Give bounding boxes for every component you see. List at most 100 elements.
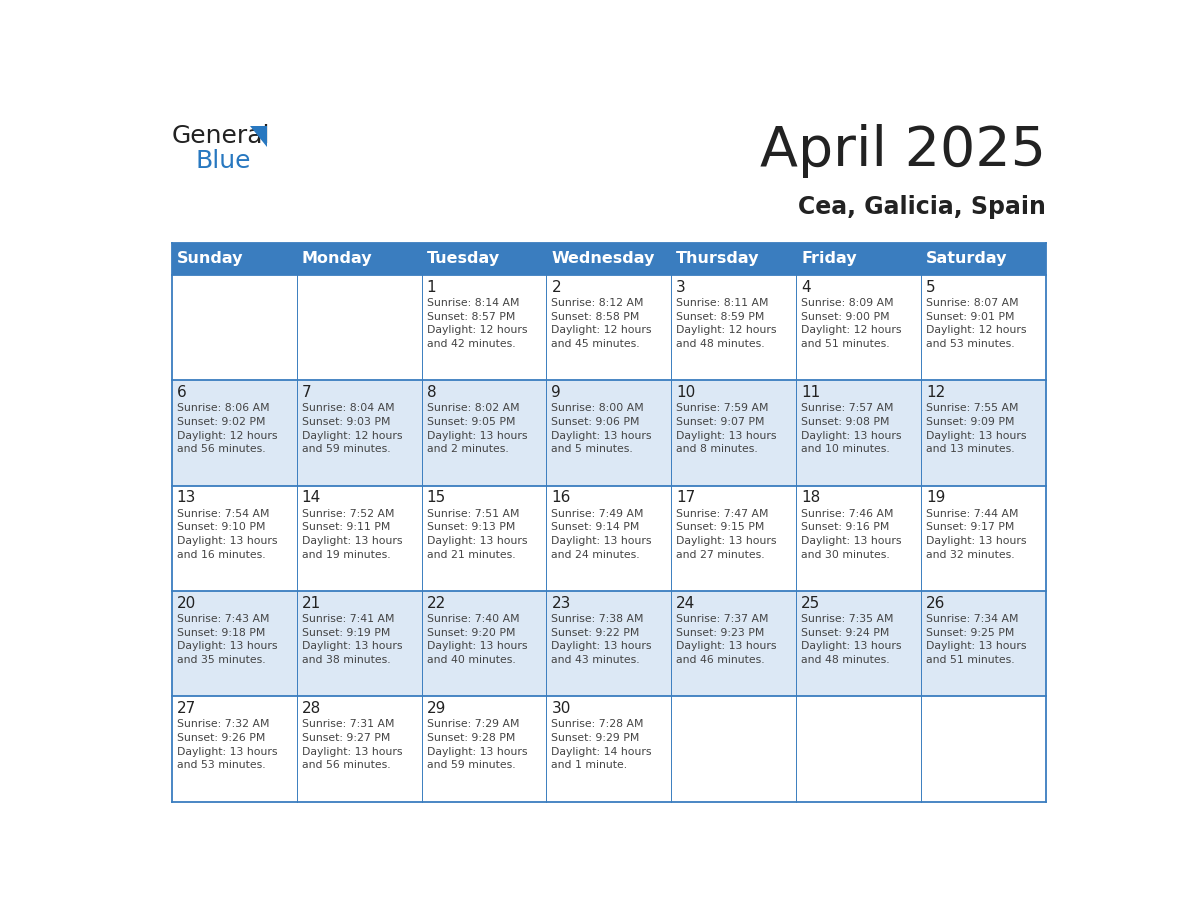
Text: 26: 26 — [927, 596, 946, 610]
Bar — [546, 274, 671, 380]
Text: 11: 11 — [801, 385, 821, 400]
Bar — [422, 274, 546, 380]
Bar — [921, 696, 1045, 801]
Text: 16: 16 — [551, 490, 570, 505]
Text: 29: 29 — [426, 701, 446, 716]
Bar — [921, 591, 1045, 696]
Bar — [422, 696, 546, 801]
Text: Sunrise: 7:29 AM
Sunset: 9:28 PM
Daylight: 13 hours
and 59 minutes.: Sunrise: 7:29 AM Sunset: 9:28 PM Dayligh… — [426, 720, 527, 770]
Bar — [172, 591, 297, 696]
Text: Sunrise: 8:06 AM
Sunset: 9:02 PM
Daylight: 12 hours
and 56 minutes.: Sunrise: 8:06 AM Sunset: 9:02 PM Dayligh… — [177, 403, 277, 454]
Text: 7: 7 — [302, 385, 311, 400]
Text: Sunrise: 8:11 AM
Sunset: 8:59 PM
Daylight: 12 hours
and 48 minutes.: Sunrise: 8:11 AM Sunset: 8:59 PM Dayligh… — [676, 298, 777, 349]
Bar — [546, 486, 671, 591]
Text: 4: 4 — [801, 280, 810, 295]
Text: Sunrise: 7:59 AM
Sunset: 9:07 PM
Daylight: 13 hours
and 8 minutes.: Sunrise: 7:59 AM Sunset: 9:07 PM Dayligh… — [676, 403, 777, 454]
Text: 22: 22 — [426, 596, 446, 610]
Bar — [297, 696, 422, 801]
Text: Sunrise: 7:34 AM
Sunset: 9:25 PM
Daylight: 13 hours
and 51 minutes.: Sunrise: 7:34 AM Sunset: 9:25 PM Dayligh… — [927, 614, 1026, 665]
Text: 25: 25 — [801, 596, 821, 610]
Bar — [297, 380, 422, 486]
Bar — [796, 380, 921, 486]
Text: Wednesday: Wednesday — [551, 252, 655, 266]
Text: Sunrise: 8:12 AM
Sunset: 8:58 PM
Daylight: 12 hours
and 45 minutes.: Sunrise: 8:12 AM Sunset: 8:58 PM Dayligh… — [551, 298, 652, 349]
Bar — [796, 242, 921, 274]
Bar — [172, 380, 297, 486]
Bar — [671, 380, 796, 486]
Text: Friday: Friday — [801, 252, 857, 266]
Text: Sunrise: 7:51 AM
Sunset: 9:13 PM
Daylight: 13 hours
and 21 minutes.: Sunrise: 7:51 AM Sunset: 9:13 PM Dayligh… — [426, 509, 527, 559]
Bar — [671, 696, 796, 801]
Text: 15: 15 — [426, 490, 446, 505]
Bar — [422, 380, 546, 486]
Bar — [796, 486, 921, 591]
Text: Sunrise: 7:47 AM
Sunset: 9:15 PM
Daylight: 13 hours
and 27 minutes.: Sunrise: 7:47 AM Sunset: 9:15 PM Dayligh… — [676, 509, 777, 559]
Text: 13: 13 — [177, 490, 196, 505]
Bar — [422, 242, 546, 274]
Text: Sunrise: 7:31 AM
Sunset: 9:27 PM
Daylight: 13 hours
and 56 minutes.: Sunrise: 7:31 AM Sunset: 9:27 PM Dayligh… — [302, 720, 402, 770]
Text: Sunrise: 7:41 AM
Sunset: 9:19 PM
Daylight: 13 hours
and 38 minutes.: Sunrise: 7:41 AM Sunset: 9:19 PM Dayligh… — [302, 614, 402, 665]
Text: Sunrise: 8:14 AM
Sunset: 8:57 PM
Daylight: 12 hours
and 42 minutes.: Sunrise: 8:14 AM Sunset: 8:57 PM Dayligh… — [426, 298, 527, 349]
Bar — [796, 696, 921, 801]
Text: April 2025: April 2025 — [760, 124, 1045, 178]
Bar — [546, 380, 671, 486]
Text: Saturday: Saturday — [927, 252, 1007, 266]
Bar — [172, 696, 297, 801]
Text: 2: 2 — [551, 280, 561, 295]
Text: Sunrise: 7:32 AM
Sunset: 9:26 PM
Daylight: 13 hours
and 53 minutes.: Sunrise: 7:32 AM Sunset: 9:26 PM Dayligh… — [177, 720, 277, 770]
Bar — [796, 274, 921, 380]
Bar — [297, 242, 422, 274]
Bar — [671, 242, 796, 274]
Text: Cea, Galicia, Spain: Cea, Galicia, Spain — [798, 195, 1045, 218]
Bar — [172, 242, 297, 274]
Text: Sunrise: 8:00 AM
Sunset: 9:06 PM
Daylight: 13 hours
and 5 minutes.: Sunrise: 8:00 AM Sunset: 9:06 PM Dayligh… — [551, 403, 652, 454]
Text: 19: 19 — [927, 490, 946, 505]
Text: Tuesday: Tuesday — [426, 252, 500, 266]
Text: Sunrise: 7:37 AM
Sunset: 9:23 PM
Daylight: 13 hours
and 46 minutes.: Sunrise: 7:37 AM Sunset: 9:23 PM Dayligh… — [676, 614, 777, 665]
Text: Blue: Blue — [195, 150, 251, 174]
Bar — [546, 696, 671, 801]
Text: Sunrise: 7:28 AM
Sunset: 9:29 PM
Daylight: 14 hours
and 1 minute.: Sunrise: 7:28 AM Sunset: 9:29 PM Dayligh… — [551, 720, 652, 770]
Text: 9: 9 — [551, 385, 561, 400]
Bar — [297, 591, 422, 696]
Bar — [297, 274, 422, 380]
Text: 27: 27 — [177, 701, 196, 716]
Bar — [921, 486, 1045, 591]
Text: Sunrise: 7:44 AM
Sunset: 9:17 PM
Daylight: 13 hours
and 32 minutes.: Sunrise: 7:44 AM Sunset: 9:17 PM Dayligh… — [927, 509, 1026, 559]
Text: 3: 3 — [676, 280, 685, 295]
Text: Monday: Monday — [302, 252, 372, 266]
Bar — [921, 274, 1045, 380]
Text: Sunrise: 7:49 AM
Sunset: 9:14 PM
Daylight: 13 hours
and 24 minutes.: Sunrise: 7:49 AM Sunset: 9:14 PM Dayligh… — [551, 509, 652, 559]
Bar — [671, 486, 796, 591]
Text: Sunrise: 7:52 AM
Sunset: 9:11 PM
Daylight: 13 hours
and 19 minutes.: Sunrise: 7:52 AM Sunset: 9:11 PM Dayligh… — [302, 509, 402, 559]
Text: 6: 6 — [177, 385, 187, 400]
Text: Sunrise: 8:04 AM
Sunset: 9:03 PM
Daylight: 12 hours
and 59 minutes.: Sunrise: 8:04 AM Sunset: 9:03 PM Dayligh… — [302, 403, 402, 454]
Bar — [297, 486, 422, 591]
Text: Sunrise: 7:55 AM
Sunset: 9:09 PM
Daylight: 13 hours
and 13 minutes.: Sunrise: 7:55 AM Sunset: 9:09 PM Dayligh… — [927, 403, 1026, 454]
Text: 14: 14 — [302, 490, 321, 505]
Text: 10: 10 — [676, 385, 695, 400]
Bar — [796, 591, 921, 696]
Text: Sunrise: 7:35 AM
Sunset: 9:24 PM
Daylight: 13 hours
and 48 minutes.: Sunrise: 7:35 AM Sunset: 9:24 PM Dayligh… — [801, 614, 902, 665]
Text: Sunrise: 8:07 AM
Sunset: 9:01 PM
Daylight: 12 hours
and 53 minutes.: Sunrise: 8:07 AM Sunset: 9:01 PM Dayligh… — [927, 298, 1026, 349]
Bar — [671, 591, 796, 696]
Text: Sunrise: 8:02 AM
Sunset: 9:05 PM
Daylight: 13 hours
and 2 minutes.: Sunrise: 8:02 AM Sunset: 9:05 PM Dayligh… — [426, 403, 527, 454]
Bar — [172, 486, 297, 591]
Text: Sunrise: 8:09 AM
Sunset: 9:00 PM
Daylight: 12 hours
and 51 minutes.: Sunrise: 8:09 AM Sunset: 9:00 PM Dayligh… — [801, 298, 902, 349]
Text: 21: 21 — [302, 596, 321, 610]
Text: General: General — [172, 124, 270, 148]
Bar — [671, 274, 796, 380]
Polygon shape — [249, 126, 267, 147]
Text: 18: 18 — [801, 490, 821, 505]
Text: 17: 17 — [676, 490, 695, 505]
Bar — [921, 380, 1045, 486]
Bar — [422, 486, 546, 591]
Text: 12: 12 — [927, 385, 946, 400]
Text: Sunrise: 7:46 AM
Sunset: 9:16 PM
Daylight: 13 hours
and 30 minutes.: Sunrise: 7:46 AM Sunset: 9:16 PM Dayligh… — [801, 509, 902, 559]
Text: 23: 23 — [551, 596, 570, 610]
Text: 5: 5 — [927, 280, 936, 295]
Bar — [422, 591, 546, 696]
Text: 28: 28 — [302, 701, 321, 716]
Text: 30: 30 — [551, 701, 570, 716]
Text: Sunrise: 7:57 AM
Sunset: 9:08 PM
Daylight: 13 hours
and 10 minutes.: Sunrise: 7:57 AM Sunset: 9:08 PM Dayligh… — [801, 403, 902, 454]
